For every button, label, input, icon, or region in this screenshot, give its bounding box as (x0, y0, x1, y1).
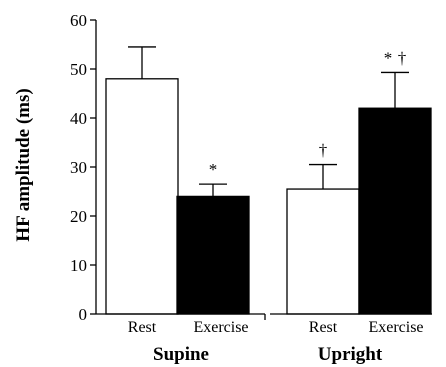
bar-rest (286, 188, 360, 315)
significance-markers: * † * † (209, 48, 407, 179)
asterisk-marker: * (384, 48, 393, 67)
y-tick-label: 60 (70, 11, 87, 30)
y-axis-label: HF amplitude (ms) (13, 88, 34, 241)
dagger-marker: † (398, 48, 407, 67)
category-label: Exercise (368, 319, 423, 336)
bar-rest (105, 78, 179, 315)
error-bars (128, 46, 409, 197)
x-axis: Rest Exercise Rest Exercise Supine Upright (96, 313, 432, 365)
bars (105, 78, 432, 315)
asterisk-marker: * (209, 160, 218, 179)
y-axis: 0 10 20 30 40 50 60 (70, 11, 97, 324)
category-label: Rest (309, 319, 338, 336)
group-label: Supine (153, 344, 209, 365)
y-tick-label: 0 (79, 305, 88, 324)
bar-exercise (176, 195, 250, 315)
y-tick-label: 20 (70, 207, 87, 226)
dagger-marker: † (319, 141, 328, 160)
group-label: Upright (318, 344, 383, 365)
y-tick-label: 10 (70, 256, 87, 275)
bar-exercise (358, 107, 432, 315)
y-tick-label: 40 (70, 109, 87, 128)
y-tick-label: 50 (70, 60, 87, 79)
y-tick-label: 30 (70, 158, 87, 177)
category-label: Rest (128, 319, 157, 336)
category-label: Exercise (193, 319, 248, 336)
